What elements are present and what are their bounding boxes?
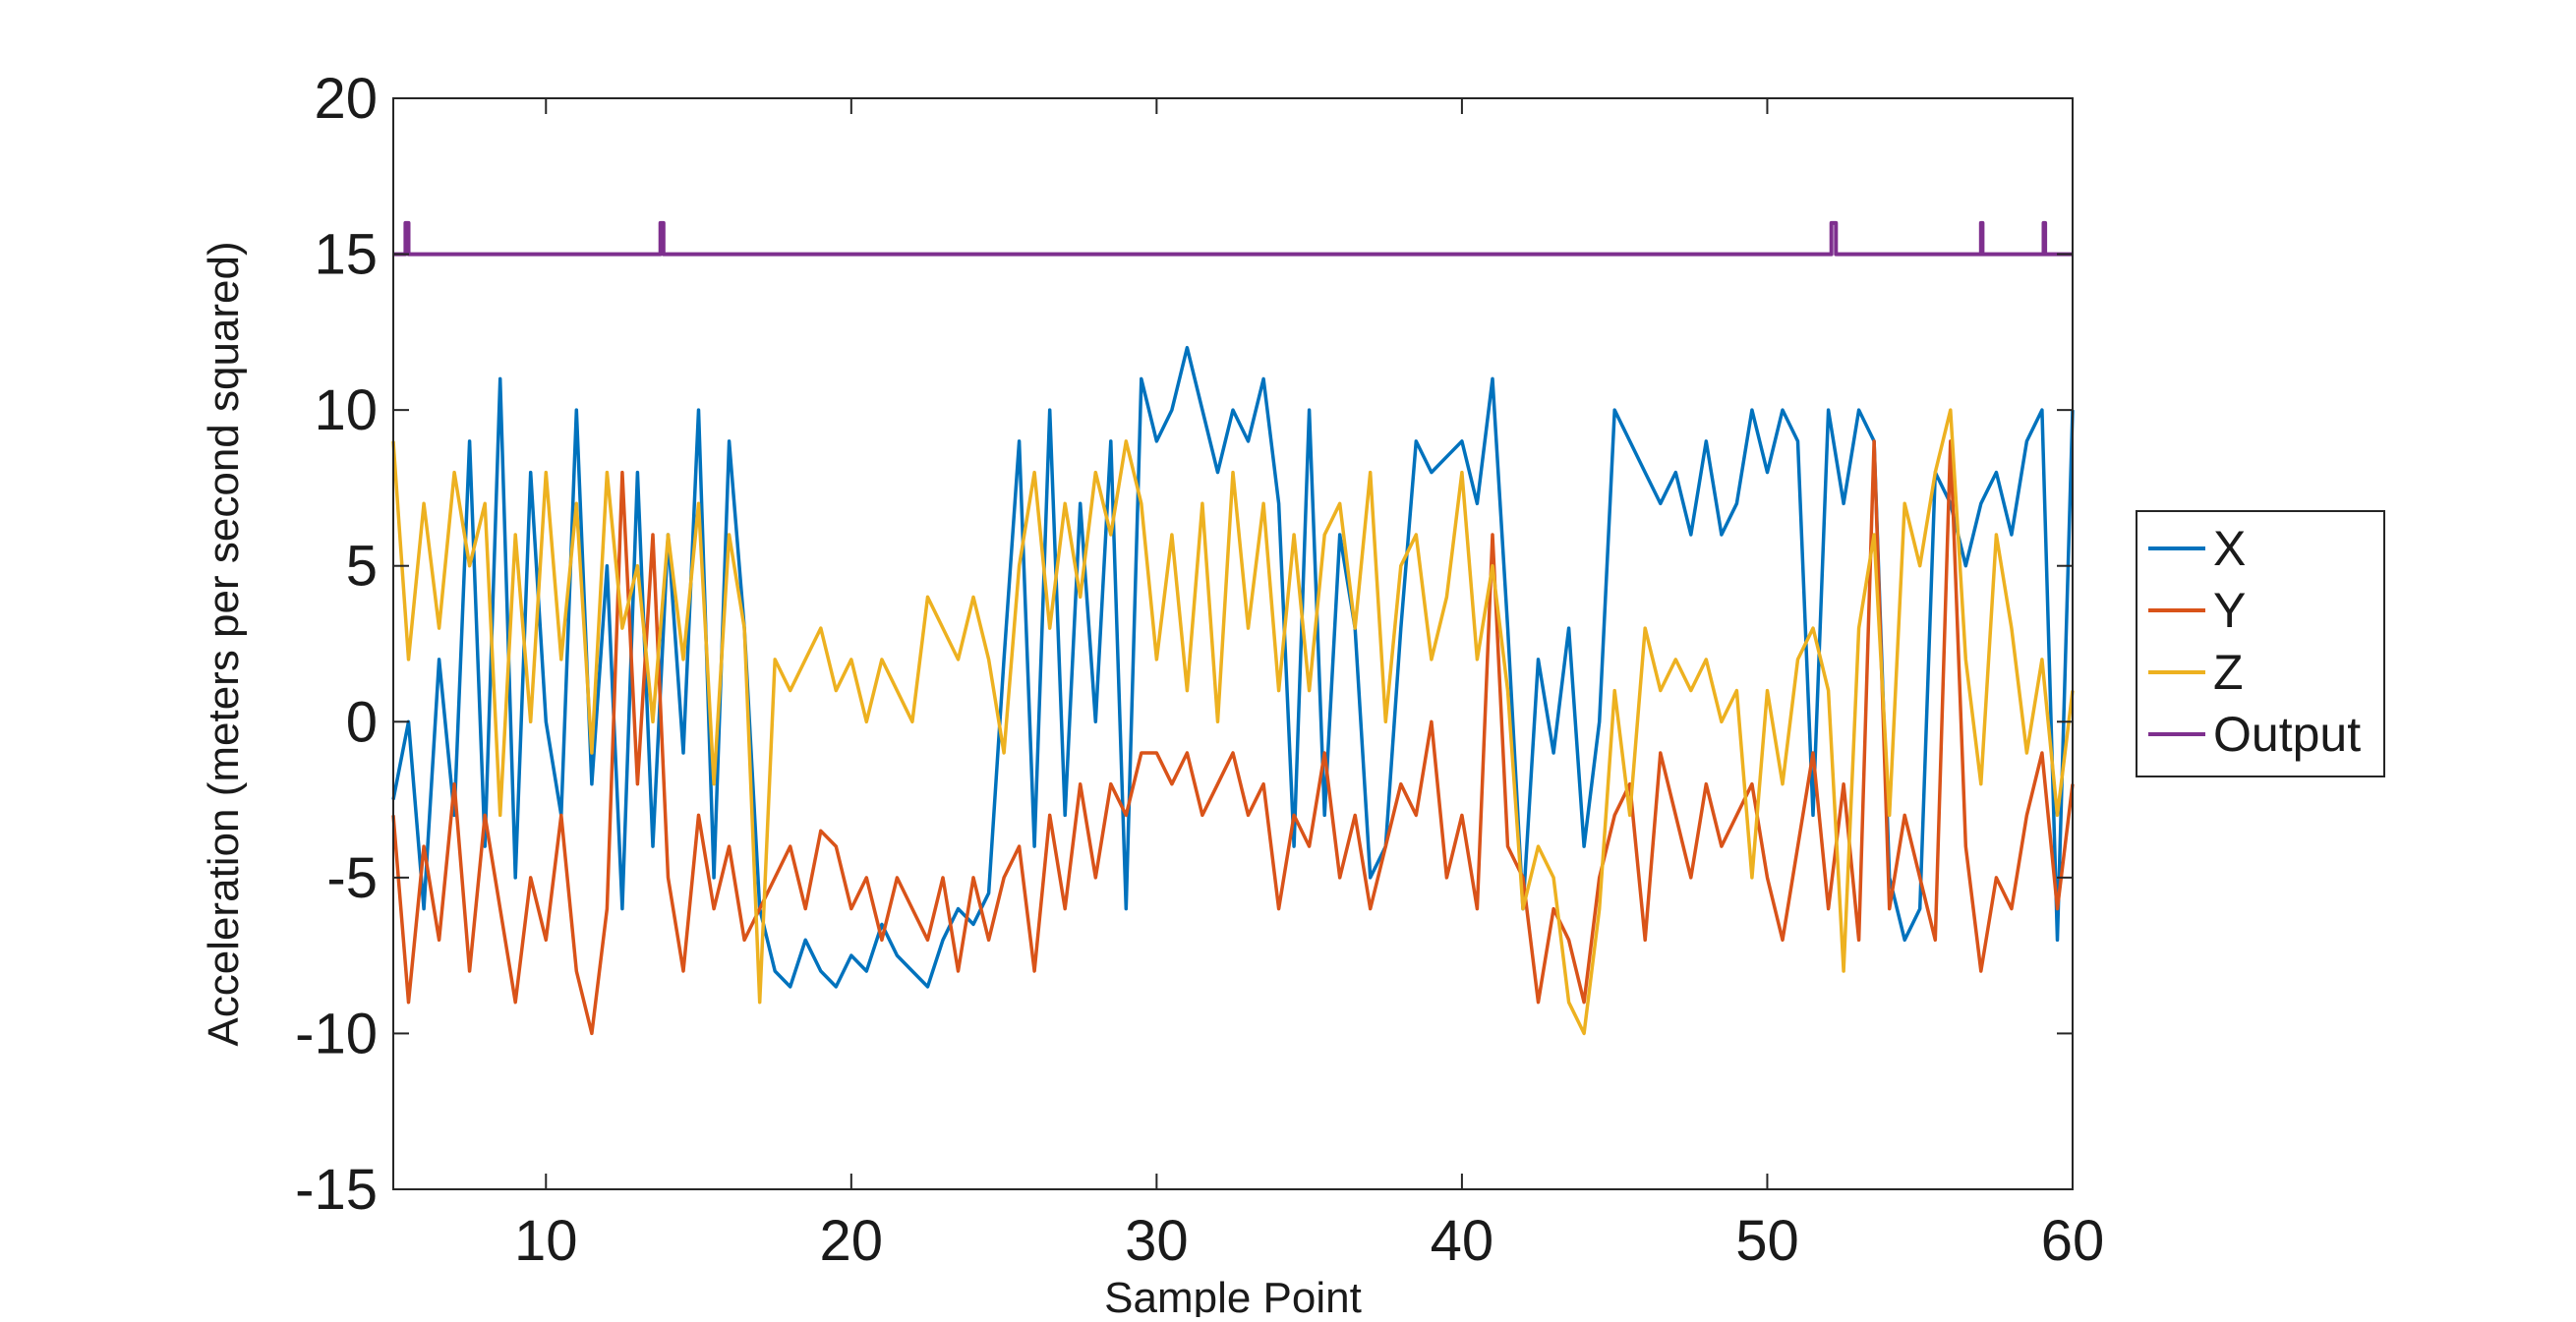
legend-label-x: X bbox=[2213, 521, 2246, 576]
y-tick-label: 0 bbox=[346, 690, 378, 754]
x-tick-label: 50 bbox=[1735, 1209, 1799, 1273]
y-tick-label: 20 bbox=[314, 67, 378, 131]
plot-frame bbox=[392, 97, 2074, 1190]
x-tick-label: 30 bbox=[1125, 1209, 1189, 1273]
legend-label-z: Z bbox=[2213, 645, 2244, 700]
y-tick-label: -5 bbox=[326, 846, 378, 910]
legend-label-output: Output bbox=[2213, 707, 2361, 762]
series-layer bbox=[391, 220, 2075, 1036]
y-tick-label: 5 bbox=[346, 535, 378, 599]
y-tick-label: 10 bbox=[314, 378, 378, 442]
series-line-z bbox=[391, 408, 2075, 1036]
x-tick-label: 40 bbox=[1431, 1209, 1494, 1273]
y-tick-label: 15 bbox=[314, 223, 378, 287]
series-line-output bbox=[393, 220, 2073, 257]
x-tick-label: 60 bbox=[2041, 1209, 2105, 1273]
x-tick-label: 20 bbox=[820, 1209, 884, 1273]
series-line-x bbox=[391, 345, 2075, 989]
y-tick-label: -10 bbox=[295, 1002, 378, 1065]
y-tick-label: -15 bbox=[295, 1158, 378, 1222]
x-tick-label: 10 bbox=[514, 1209, 578, 1273]
series-line-y bbox=[391, 439, 2075, 1036]
y-axis-label: Acceleration (meters per second squared) bbox=[200, 241, 248, 1046]
legend-label-y: Y bbox=[2213, 583, 2246, 638]
x-axis-label: Sample Point bbox=[1104, 1274, 1362, 1317]
legend: XYZ Output bbox=[2136, 510, 2385, 777]
